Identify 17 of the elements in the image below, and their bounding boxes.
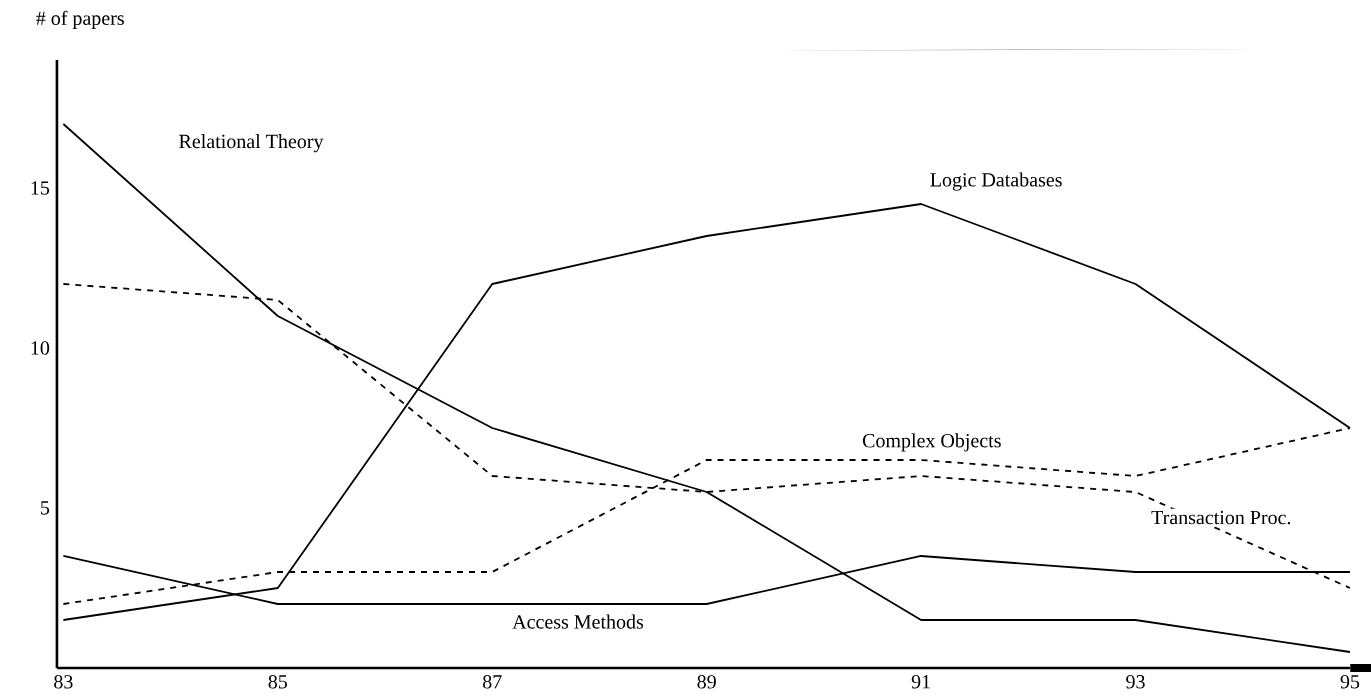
y-tick-label: 10 <box>31 341 50 355</box>
y-tick-label: 5 <box>41 501 50 515</box>
x-tick-label: 89 <box>697 675 716 689</box>
x-tick-label: 85 <box>268 675 288 689</box>
line-series <box>62 123 1351 653</box>
series-label: Transaction Proc. <box>1151 510 1291 525</box>
x-tick-label: 83 <box>54 675 73 689</box>
x-tick-label: 93 <box>1126 675 1145 689</box>
y-axis-title: # of papers <box>36 10 124 30</box>
x-tick-label: 91 <box>911 675 930 689</box>
series-label: Complex Objects <box>862 433 1001 452</box>
x-tick-label: 87 <box>482 675 502 689</box>
series-label: Logic Databases <box>930 172 1062 191</box>
y-tick-label: 15 <box>31 181 50 195</box>
x-tick-label: 95 <box>1340 675 1360 689</box>
text: Relational Theory <box>179 134 324 153</box>
series-label: Access Methods <box>512 614 644 629</box>
